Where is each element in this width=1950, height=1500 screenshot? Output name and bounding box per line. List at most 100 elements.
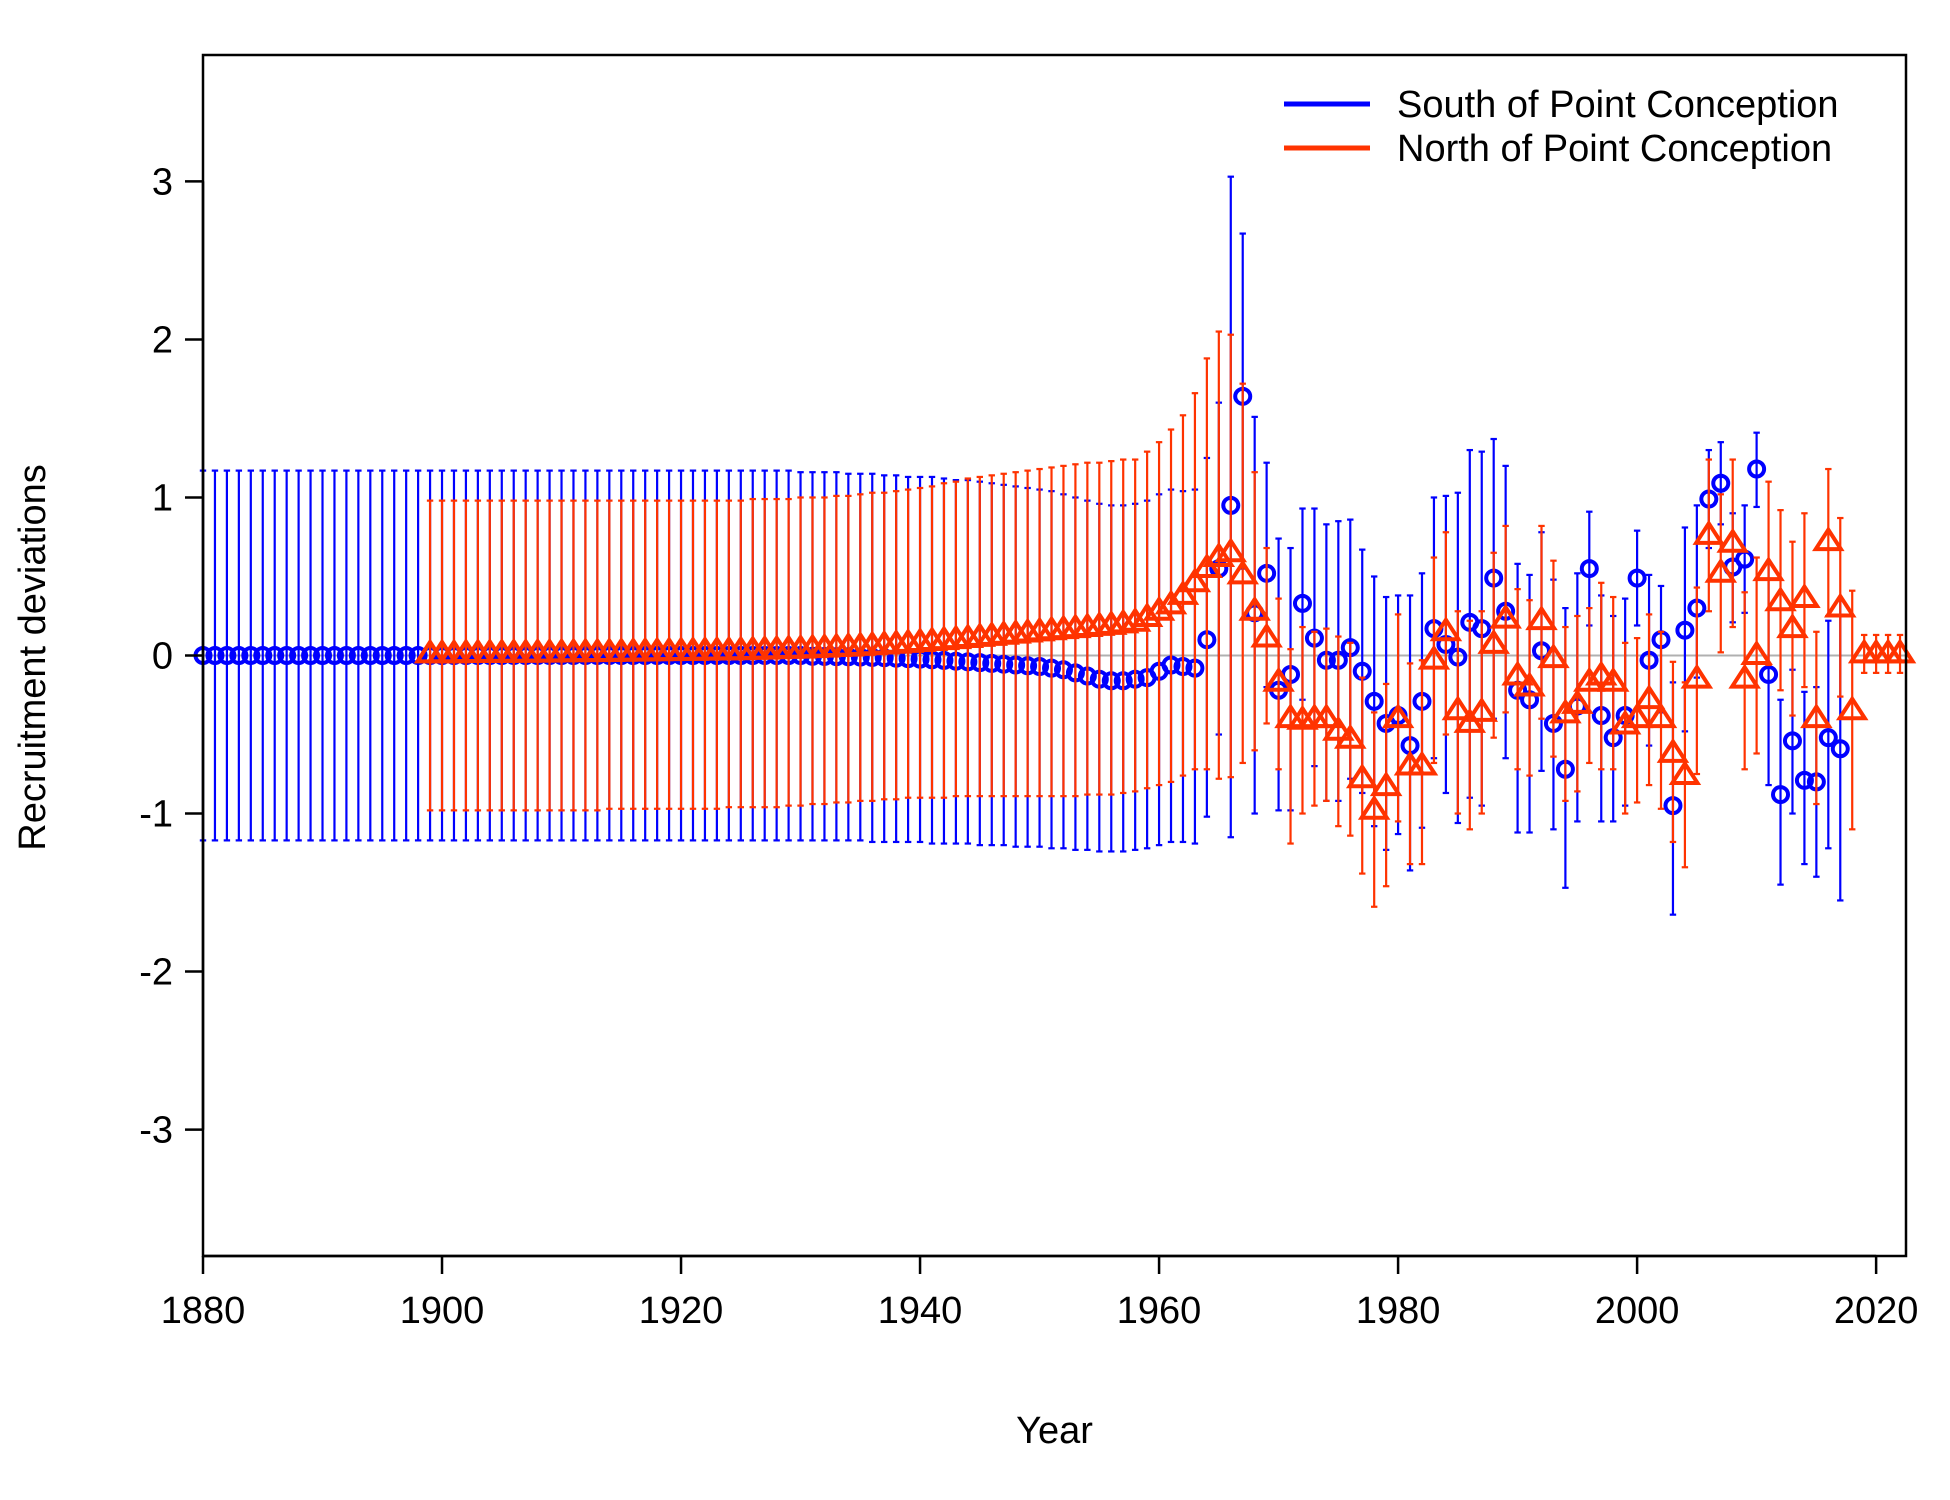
data-point <box>1525 605 1558 631</box>
data-point <box>1322 715 1355 741</box>
data-point <box>1537 642 1570 669</box>
data-point <box>1823 592 1857 618</box>
data-point <box>1584 660 1618 686</box>
x-tick-label: 2000 <box>1595 1290 1680 1332</box>
data-point <box>1627 568 1647 588</box>
data-point <box>1608 709 1642 735</box>
y-axis-title: Recruitment deviations <box>12 464 54 851</box>
data-point <box>1292 593 1312 613</box>
data-point <box>1830 739 1850 759</box>
data-point <box>1262 666 1295 692</box>
legend-label-south: South of Point Conception <box>1397 84 1839 126</box>
data-point <box>1596 666 1630 692</box>
x-tick-label: 1940 <box>878 1290 963 1332</box>
data-point <box>1441 695 1475 721</box>
data-point <box>1214 537 1248 563</box>
data-point <box>289 646 309 665</box>
data-point <box>217 646 237 665</box>
data-point <box>1759 664 1779 684</box>
y-tick-label: 1 <box>152 477 173 519</box>
x-axis: 1880 1900 1920 1940 1960 1980 2000 2020 <box>161 1254 1919 1332</box>
data-point <box>1620 703 1654 729</box>
data-point <box>1226 559 1260 585</box>
data-point <box>1429 616 1463 642</box>
x-tick-label: 1880 <box>161 1290 246 1332</box>
data-point <box>1782 731 1802 751</box>
data-point <box>1166 579 1200 605</box>
data-point <box>1118 606 1152 632</box>
data-point <box>301 646 321 665</box>
series-north <box>413 330 1917 908</box>
data-point <box>1417 644 1451 670</box>
data-point <box>229 646 249 665</box>
data-point <box>1644 703 1678 729</box>
x-tick-label: 1980 <box>1356 1290 1441 1332</box>
data-point <box>1692 519 1726 545</box>
data-point <box>1561 688 1594 714</box>
data-point <box>277 646 297 665</box>
data-point <box>265 646 285 665</box>
data-point <box>1812 526 1845 552</box>
data-point <box>241 646 261 665</box>
data-point <box>1579 559 1599 579</box>
data-point <box>1178 567 1212 593</box>
data-point <box>1369 770 1403 797</box>
data-point <box>1250 622 1283 648</box>
data-point <box>1501 660 1534 686</box>
data-point <box>1513 671 1546 697</box>
y-tick-label: 2 <box>152 319 173 361</box>
data-point <box>313 646 333 665</box>
data-point <box>1771 785 1791 805</box>
data-point <box>1716 527 1749 553</box>
x-tick-label: 1960 <box>1117 1290 1202 1332</box>
data-point <box>348 646 368 665</box>
data-point <box>1489 603 1522 629</box>
data-point <box>1668 759 1702 786</box>
data-point <box>384 646 404 665</box>
data-point <box>1465 696 1499 722</box>
x-tick-label: 2020 <box>1834 1290 1919 1332</box>
data-point <box>1680 663 1714 689</box>
data-point <box>1357 794 1391 820</box>
data-point <box>360 646 380 665</box>
data-point <box>1310 703 1343 729</box>
x-tick-label: 1900 <box>400 1290 485 1332</box>
data-point <box>1747 459 1767 479</box>
data-point <box>1704 557 1738 583</box>
y-axis: -3 -2 -1 0 1 2 3 <box>139 161 205 1152</box>
data-point <box>1776 612 1809 639</box>
data-point <box>1675 620 1695 640</box>
y-tick-label: 0 <box>152 636 173 678</box>
data-point <box>1334 723 1367 749</box>
data-point <box>1142 595 1176 621</box>
data-point <box>372 646 392 665</box>
data-point <box>1835 695 1869 721</box>
data-point <box>324 646 344 665</box>
legend-label-north: North of Point Conception <box>1397 128 1832 170</box>
data-point <box>396 646 416 665</box>
y-tick-label: -1 <box>139 794 173 836</box>
y-tick-label: 3 <box>152 161 173 203</box>
data-point <box>1364 691 1384 711</box>
data-point <box>1800 703 1833 729</box>
data-point <box>1728 663 1761 689</box>
x-tick-label: 1920 <box>639 1290 724 1332</box>
data-point <box>1405 750 1439 776</box>
plot-area <box>193 175 1917 916</box>
data-point <box>205 646 225 665</box>
y-tick-label: -2 <box>139 952 173 994</box>
data-point <box>1752 556 1785 582</box>
data-point <box>336 646 356 665</box>
data-point <box>1381 703 1415 729</box>
data-point <box>1345 763 1379 789</box>
data-point <box>1794 770 1814 790</box>
data-point <box>1130 601 1164 628</box>
data-point <box>1788 582 1821 609</box>
data-point <box>1477 628 1510 654</box>
data-point <box>253 646 273 665</box>
data-point <box>1740 639 1773 665</box>
data-point <box>1656 737 1690 763</box>
